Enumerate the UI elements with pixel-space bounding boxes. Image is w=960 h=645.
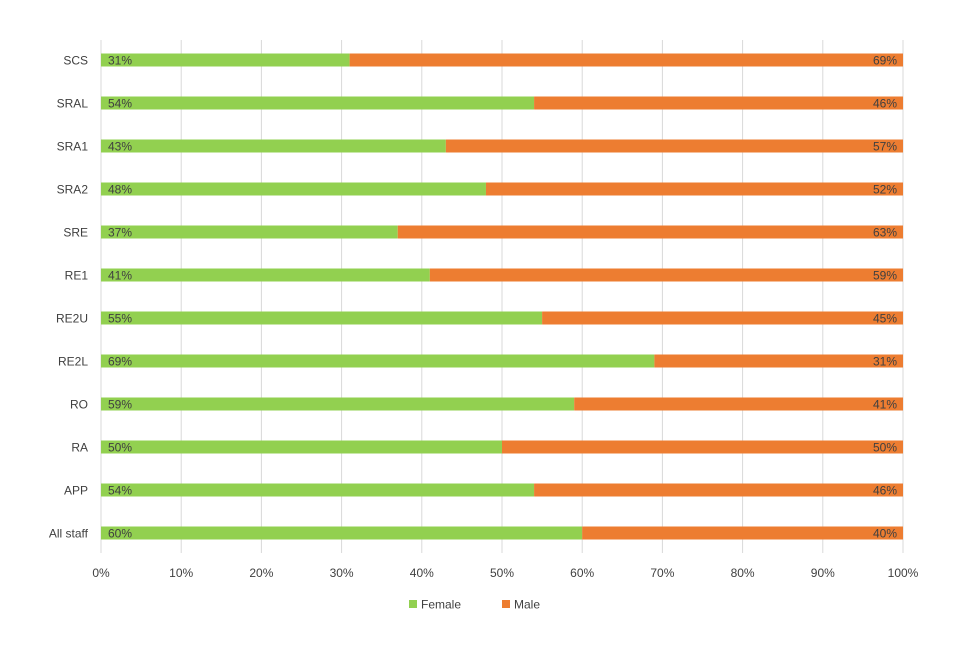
bar-male-7 [654,354,903,368]
data-label-female: 48% [108,183,132,197]
bar-male-9 [502,440,903,454]
bar-male-11 [582,526,903,540]
data-label-female: 37% [108,226,132,240]
x-tick-label: 70% [650,566,674,580]
category-label: All staff [49,527,89,541]
x-tick-label: 30% [330,566,354,580]
x-tick-label: 10% [169,566,193,580]
bar-female-0 [101,53,350,67]
category-label: SRA2 [57,183,89,197]
bar-female-8 [101,397,575,411]
bar-female-11 [101,526,583,540]
data-label-female: 54% [108,97,132,111]
x-axis-labels: 0% 10% 20% 30% 40% 50% 60% 70% 80% 90% 100% [92,566,918,580]
bar-female-6 [101,311,543,325]
data-label-male: 52% [873,183,897,197]
bar-female-3 [101,182,486,196]
bar-female-2 [101,139,446,153]
data-label-female: 54% [108,484,132,498]
x-tick-label: 90% [811,566,835,580]
data-label-male: 31% [873,355,897,369]
bar-female-10 [101,483,535,497]
legend-label-female: Female [421,598,461,612]
category-label: APP [64,484,88,498]
legend-swatch-male [502,600,510,608]
bar-male-0 [349,53,903,67]
bar-male-3 [485,182,903,196]
category-label: RE1 [65,269,89,283]
legend: Female Male [409,598,540,612]
bar-female-4 [101,225,398,239]
gridlines [100,40,904,553]
bar-male-5 [429,268,903,282]
bar-female-9 [101,440,502,454]
data-label-male: 46% [873,484,897,498]
data-label-female: 50% [108,441,132,455]
bar-male-4 [397,225,903,239]
data-label-female: 60% [108,527,132,541]
data-label-male: 59% [873,269,897,283]
category-label: RA [71,441,88,455]
bar-male-6 [542,311,903,325]
x-tick-label: 60% [570,566,594,580]
data-label-female: 43% [108,140,132,154]
category-label: SRAL [57,97,89,111]
category-label: SRE [63,226,88,240]
bar-male-2 [445,139,903,153]
data-label-female: 41% [108,269,132,283]
category-label: RE2L [58,355,88,369]
legend-label-male: Male [514,598,540,612]
bars [101,53,903,540]
data-label-male: 50% [873,441,897,455]
x-tick-label: 40% [410,566,434,580]
data-label-male: 69% [873,54,897,68]
x-tick-label: 0% [92,566,110,580]
x-tick-label: 100% [888,566,919,580]
data-label-male: 63% [873,226,897,240]
bar-male-10 [534,483,903,497]
data-labels: 31% 69% 54% 46% 43% 57% 48% 52% 37% 63% 41% 59% 55% 4… [108,54,897,541]
bar-female-7 [101,354,655,368]
x-tick-label: 80% [731,566,755,580]
data-label-female: 69% [108,355,132,369]
bar-female-5 [101,268,430,282]
bar-female-1 [101,96,535,110]
data-label-male: 46% [873,97,897,111]
data-label-male: 45% [873,312,897,326]
data-label-female: 31% [108,54,132,68]
category-label: RO [70,398,88,412]
y-axis-labels: SCS SRAL SRA1 SRA2 SRE RE1 RE2U RE2L RO RA APP All … [49,54,89,541]
x-tick-label: 50% [490,566,514,580]
category-label: SCS [63,54,88,68]
bar-male-8 [574,397,903,411]
category-label: SRA1 [57,140,89,154]
data-label-male: 57% [873,140,897,154]
data-label-female: 59% [108,398,132,412]
x-tick-label: 20% [249,566,273,580]
data-label-male: 41% [873,398,897,412]
data-label-male: 40% [873,527,897,541]
category-label: RE2U [56,312,88,326]
bar-male-1 [534,96,903,110]
legend-swatch-female [409,600,417,608]
data-label-female: 55% [108,312,132,326]
